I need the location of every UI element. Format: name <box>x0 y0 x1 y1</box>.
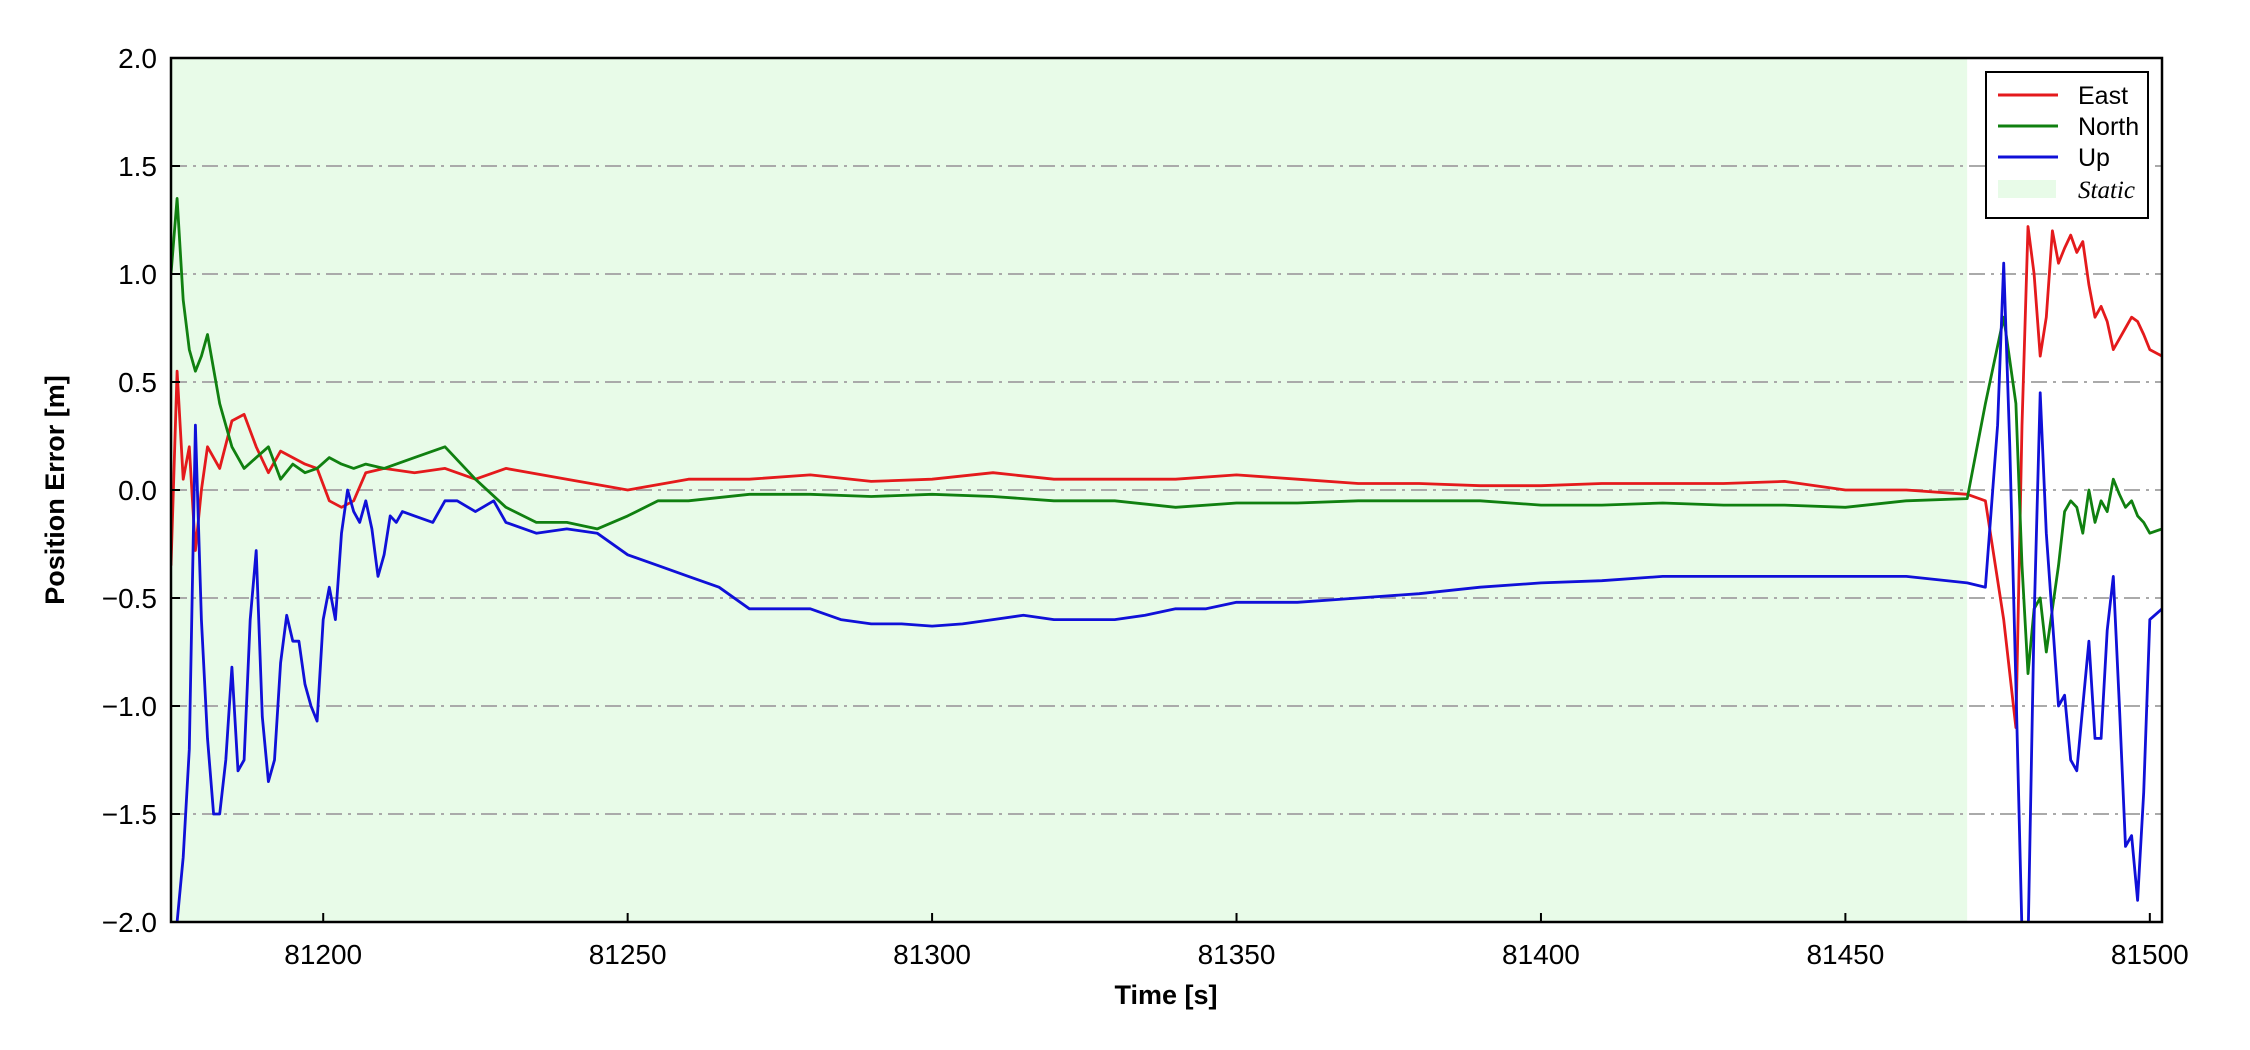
legend: East North Up Static <box>1985 71 2149 219</box>
series-line-up <box>175 261 2162 922</box>
y-tick-label-5: 0.5 <box>118 367 157 398</box>
gridline-layer <box>171 165 2162 815</box>
y-tick-label-1: −1.5 <box>102 799 157 830</box>
legend-label-north: North <box>2078 113 2139 141</box>
tick-layer: −2.0 −1.5 −1.0 −0.5 0.0 0.5 1.0 1.5 2.0 81200 8125… <box>102 43 2189 970</box>
x-tick-label-2: 81300 <box>893 939 971 970</box>
x-tick-label-1: 81250 <box>589 939 667 970</box>
x-tick-label-6: 81500 <box>2111 939 2189 970</box>
x-tick-label-0: 81200 <box>284 939 362 970</box>
x-tick-label-3: 81350 <box>1198 939 1276 970</box>
legend-swatch-static <box>1998 180 2056 198</box>
y-tick-label-4: 0.0 <box>118 475 157 506</box>
x-axis-title: Time [s] <box>1114 980 1217 1010</box>
series-layer <box>171 196 2162 922</box>
y-tick-label-3: −0.5 <box>102 583 157 614</box>
y-tick-label-6: 1.0 <box>118 259 157 290</box>
y-tick-label-0: −2.0 <box>102 907 157 938</box>
legend-label-up: Up <box>2078 144 2110 172</box>
y-tick-label-2: −1.0 <box>102 691 157 722</box>
y-tick-label-8: 2.0 <box>118 43 157 74</box>
x-tick-label-4: 81400 <box>1502 939 1580 970</box>
y-axis-title: Position Error [m] <box>40 375 70 605</box>
series-line-north <box>171 196 2162 675</box>
legend-label-static: Static <box>2078 177 2135 204</box>
y-tick-label-7: 1.5 <box>118 151 157 182</box>
series-line-east <box>171 225 2162 729</box>
legend-label-east: East <box>2078 82 2128 110</box>
x-tick-label-5: 81450 <box>1806 939 1884 970</box>
